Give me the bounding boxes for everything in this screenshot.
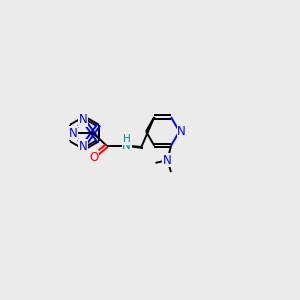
Text: H: H [123,134,130,144]
Text: N: N [122,139,131,152]
Text: N: N [177,125,186,138]
Text: N: N [163,154,172,166]
Text: N: N [79,113,87,126]
Text: N: N [69,127,78,140]
Text: N: N [79,140,87,153]
Text: O: O [89,151,99,164]
